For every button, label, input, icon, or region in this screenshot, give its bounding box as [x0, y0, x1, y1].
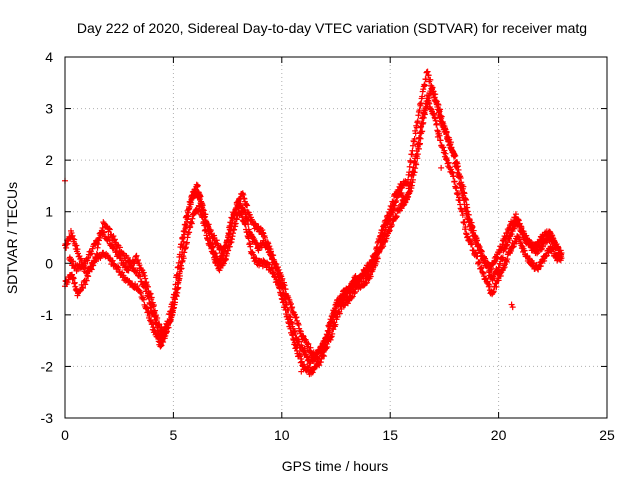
data-point [411, 136, 418, 143]
x-tick-label: 0 [61, 427, 69, 443]
data-marks [62, 68, 565, 378]
data-point [140, 296, 147, 303]
data-point [149, 321, 156, 328]
data-point [111, 236, 118, 243]
data-point [427, 76, 434, 83]
y-tick-label: 4 [45, 49, 53, 65]
data-point [363, 279, 370, 286]
data-point [412, 130, 419, 137]
outlier-point [438, 164, 445, 171]
data-point [90, 262, 97, 269]
y-tick-label: 1 [45, 204, 53, 220]
data-point [453, 184, 460, 191]
data-point [150, 324, 157, 331]
data-point [101, 220, 108, 227]
data-point [70, 275, 77, 282]
y-tick-label: 2 [45, 152, 53, 168]
data-point [425, 72, 432, 79]
data-point [82, 281, 89, 288]
y-tick-label: -3 [41, 410, 54, 426]
data-point [437, 137, 444, 144]
data-point [106, 226, 113, 233]
data-point [321, 353, 328, 360]
data-point [407, 159, 414, 166]
data-point [297, 353, 304, 360]
data-point [88, 265, 95, 272]
data-point [393, 213, 400, 220]
x-tick-label: 15 [382, 427, 398, 443]
data-point [116, 244, 123, 251]
data-point [280, 299, 287, 306]
x-axis-label: GPS time / hours [282, 458, 389, 474]
data-point [416, 134, 423, 141]
data-point [119, 269, 126, 276]
data-point [79, 284, 86, 291]
data-point [106, 254, 113, 261]
data-point [106, 225, 113, 232]
data-point [134, 283, 141, 290]
data-point [88, 266, 95, 273]
data-point [316, 362, 323, 369]
data-point [329, 330, 336, 337]
data-point [421, 82, 428, 89]
data-point [137, 289, 144, 296]
data-point [247, 243, 254, 250]
data-point [225, 247, 232, 254]
data-point [296, 338, 303, 345]
data-point [259, 263, 266, 270]
data-point [80, 285, 87, 292]
x-tick-label: 10 [274, 427, 290, 443]
data-point [85, 273, 92, 280]
data-point [348, 294, 355, 301]
data-point [499, 254, 506, 261]
y-tick-label: 0 [45, 255, 53, 271]
data-point [90, 258, 97, 265]
y-axis-label: SDTVAR / TECUs [4, 182, 20, 294]
data-point [349, 293, 356, 300]
x-tick-label: 20 [491, 427, 507, 443]
data-point [73, 242, 80, 249]
data-point [506, 237, 513, 244]
grid [65, 57, 607, 418]
data-point [145, 309, 152, 316]
y-tick-label: -1 [41, 307, 54, 323]
data-point [83, 277, 90, 284]
data-point [416, 107, 423, 114]
data-point [129, 280, 136, 287]
y-tick-label: -2 [41, 358, 54, 374]
data-point [84, 272, 91, 279]
chart-title: Day 222 of 2020, Sidereal Day-to-day VTE… [77, 20, 587, 36]
x-tick-label: 5 [170, 427, 178, 443]
data-point [183, 239, 190, 246]
data-point [245, 235, 252, 242]
x-tick-label: 25 [599, 427, 615, 443]
data-point [109, 257, 116, 264]
data-point [291, 339, 298, 346]
data-point [137, 290, 144, 297]
data-point [133, 252, 140, 259]
data-point [115, 264, 122, 271]
data-point [332, 321, 339, 328]
data-point [110, 233, 117, 240]
data-point [414, 118, 421, 125]
data-point [406, 163, 413, 170]
y-tick-label: 3 [45, 101, 53, 117]
data-point [94, 244, 101, 251]
